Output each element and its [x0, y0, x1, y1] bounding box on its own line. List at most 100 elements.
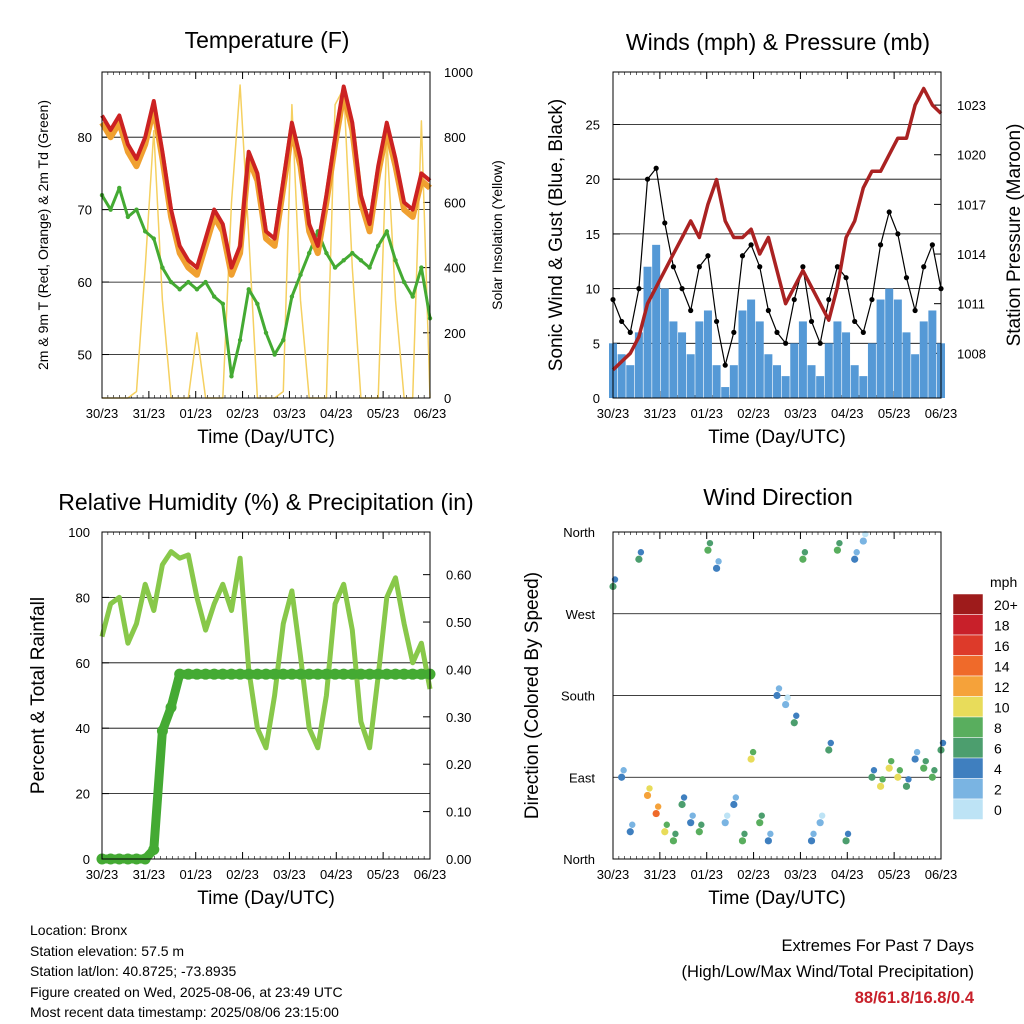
dewpoint-point [168, 279, 174, 285]
chart-title: Wind Direction [703, 484, 853, 510]
plot-frame [101, 71, 431, 399]
wind-bar [781, 376, 790, 398]
dewpoint-point [401, 279, 407, 285]
legend-label: 8 [994, 720, 1002, 736]
x-tick-label: 02/23 [737, 867, 770, 882]
x-tick-label: 31/23 [133, 867, 166, 882]
x-tick-label: 02/23 [226, 406, 259, 421]
dewpoint-point [367, 265, 372, 270]
temp-2m-line [100, 84, 432, 270]
wind-bar [911, 354, 920, 398]
y-axis-label: Percent & Total Rainfall [28, 597, 49, 794]
direction-point [635, 555, 643, 563]
dewpoint-point [134, 207, 139, 212]
direction-point [931, 767, 938, 774]
direction-point [724, 812, 731, 819]
x-tick-label: 30/23 [597, 867, 630, 882]
dewpoint-point [341, 258, 346, 263]
x-tick-label: 03/23 [273, 406, 306, 421]
direction-point [922, 757, 929, 765]
wind-bar [859, 376, 868, 398]
wind-bar [902, 332, 911, 398]
dewpoint-point [142, 229, 148, 234]
x-tick-label: 04/23 [320, 867, 353, 882]
direction-point [652, 809, 660, 818]
wind-bar [695, 321, 704, 398]
precip-point [338, 668, 350, 680]
dewpoint-point [358, 258, 364, 263]
direction-point [730, 800, 738, 809]
precip-point [346, 668, 358, 680]
direction-point [698, 821, 705, 828]
precip-point [389, 668, 401, 680]
legend-swatch [952, 614, 984, 636]
precip-point [320, 668, 332, 680]
precip-point [251, 668, 263, 680]
direction-point [706, 539, 714, 547]
direction-point [643, 791, 652, 800]
dewpoint-point [194, 287, 200, 292]
dewpoint-point [246, 287, 251, 292]
elevation-text: Station elevation: 57.5 m [30, 942, 185, 959]
x-tick-label: 01/23 [690, 406, 723, 421]
direction-point [799, 555, 807, 563]
wind-bar [738, 310, 747, 398]
legend-label: 4 [994, 761, 1002, 777]
station-info: Location: Bronx Station elevation: 57.5 … [30, 920, 343, 1023]
direction-point [790, 719, 798, 727]
y-axis-label: Direction (Colored By Speed) [522, 572, 543, 819]
wind-bar [712, 365, 721, 398]
x-tick-label: 04/23 [320, 406, 353, 421]
y2-tick-label: 1017 [957, 197, 986, 212]
y2-axis-label: Solar Insolation (Yellow) [489, 160, 505, 310]
x-tick-label: 04/23 [831, 406, 864, 421]
direction-point [870, 767, 878, 774]
dewpoint-point [186, 279, 191, 285]
plot-frame [612, 71, 942, 399]
x-tick-label: 31/23 [644, 406, 677, 421]
legend-swatch [952, 634, 984, 656]
extremes-title: Extremes For Past 7 Days [781, 937, 974, 955]
wind-bar [816, 376, 825, 398]
y2-tick-label: 0.50 [446, 615, 471, 630]
x-tick-label: 06/23 [414, 867, 447, 882]
x-tick-label: 03/23 [784, 867, 817, 882]
direction-point [773, 691, 781, 700]
y-tick-label: North [563, 852, 595, 867]
dewpoint-point [376, 243, 381, 249]
precip-point [156, 725, 168, 737]
wind-bar [893, 299, 902, 398]
direction-point [844, 830, 852, 838]
dewpoint-point [160, 265, 165, 270]
wind-bar [807, 365, 816, 398]
wind-bar [764, 354, 773, 398]
direction-point [618, 773, 626, 781]
x-tick-label: 03/23 [273, 867, 306, 882]
x-tick-label: 05/23 [878, 867, 911, 882]
extremes-box: Extremes For Past 7 Days (High/Low/Max W… [681, 933, 974, 1011]
direction-point [663, 821, 670, 828]
precip-point [415, 668, 427, 680]
wind-bar [824, 343, 833, 398]
x-tick-label: 06/23 [925, 406, 958, 421]
y2-tick-label: 1020 [957, 148, 986, 163]
direction-point [749, 748, 757, 756]
legend-swatch [952, 593, 984, 615]
y2-tick-label: 1008 [957, 346, 986, 361]
created-text: Figure created on Wed, 2025-08-06, at 23… [30, 983, 343, 1000]
direction-point [672, 830, 679, 838]
dewpoint-point [324, 250, 329, 256]
direction-point [747, 755, 755, 763]
y-tick-label: 40 [76, 721, 90, 736]
dewpoint-point [419, 265, 424, 270]
direction-point [913, 748, 921, 756]
dewpoint-point [289, 294, 295, 299]
precip-point [148, 844, 160, 856]
direction-point [807, 837, 816, 845]
y-tick-label: 20 [76, 787, 90, 802]
x-tick-label: 02/23 [737, 406, 770, 421]
wind-bar [798, 321, 807, 398]
plot-frame [612, 531, 942, 860]
